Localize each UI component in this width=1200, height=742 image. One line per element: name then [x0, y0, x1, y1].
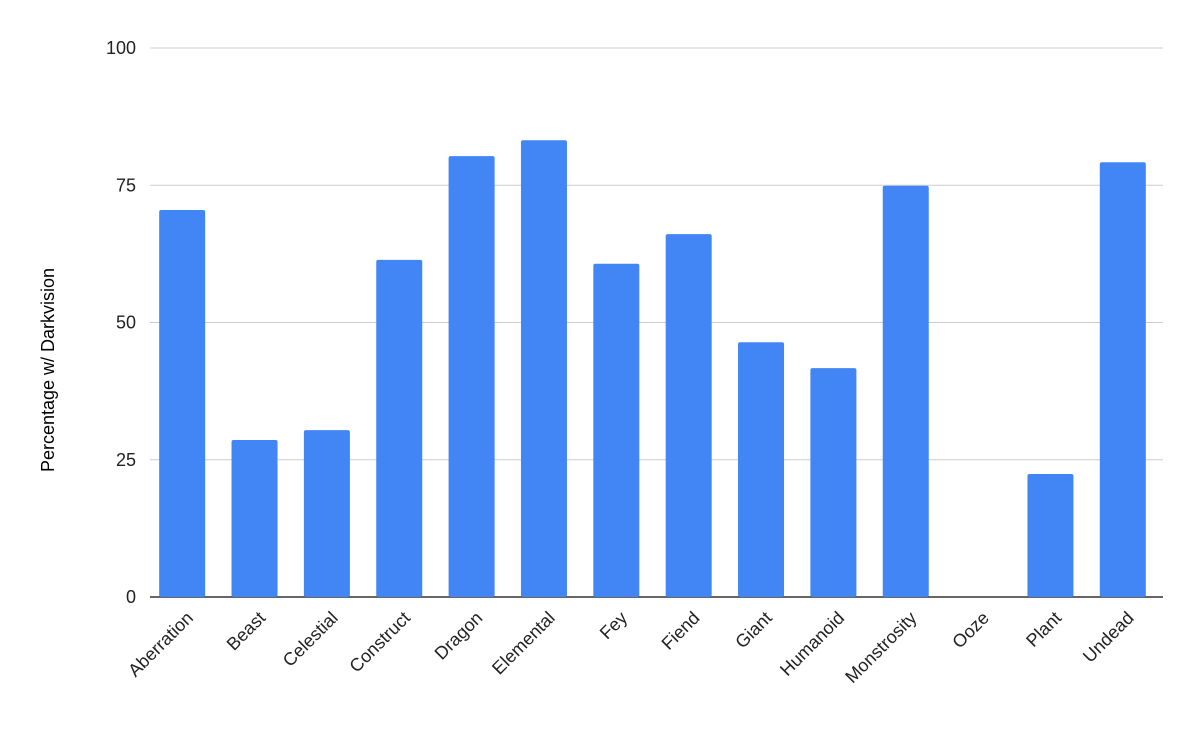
- bar-undead: [1099, 162, 1146, 597]
- y-tick-label: 50: [116, 313, 136, 333]
- bar-fey: [593, 263, 640, 597]
- x-tick-label: Celestial: [279, 608, 342, 671]
- bar-humanoid: [810, 368, 857, 597]
- y-tick-label: 100: [106, 38, 136, 58]
- x-tick-label: Construct: [345, 608, 414, 677]
- x-tick-label: Dragon: [431, 608, 487, 664]
- bar-celestial: [303, 430, 350, 597]
- x-tick-label: Monstrosity: [841, 608, 920, 687]
- bar-construct: [376, 259, 423, 597]
- bar-beast: [231, 439, 278, 597]
- x-tick-label: Fiend: [658, 608, 704, 654]
- x-tick-labels: Aberration Beast Celestial Construct Dragon E…: [124, 608, 1138, 687]
- bar-monstrosity: [882, 185, 929, 597]
- x-tick-label: Undead: [1079, 608, 1138, 667]
- x-tick-label: Beast: [223, 608, 270, 655]
- x-tick-label: Humanoid: [776, 608, 848, 680]
- x-tick-label: Fey: [596, 608, 631, 643]
- y-tick-label: 75: [116, 175, 136, 195]
- bar-aberration: [159, 209, 206, 597]
- x-tick-label: Plant: [1022, 608, 1065, 651]
- bar-elemental: [520, 140, 567, 597]
- y-tick-labels: 0 25 50 75 100: [106, 38, 136, 607]
- x-tick-label: Giant: [731, 608, 776, 653]
- bar-dragon: [448, 156, 495, 597]
- x-tick-label: Aberration: [124, 608, 197, 681]
- bar-plant: [1027, 474, 1074, 597]
- x-tick-label: Ooze: [948, 608, 993, 653]
- gridlines: [150, 47, 1163, 598]
- y-tick-label: 0: [126, 587, 136, 607]
- bars: [159, 140, 1146, 597]
- x-tick-label: Elemental: [488, 608, 559, 679]
- y-axis-label: Percentage w/ Darkvision: [38, 268, 58, 472]
- bar-fiend: [665, 234, 712, 597]
- y-tick-label: 25: [116, 450, 136, 470]
- bar-giant: [738, 342, 785, 597]
